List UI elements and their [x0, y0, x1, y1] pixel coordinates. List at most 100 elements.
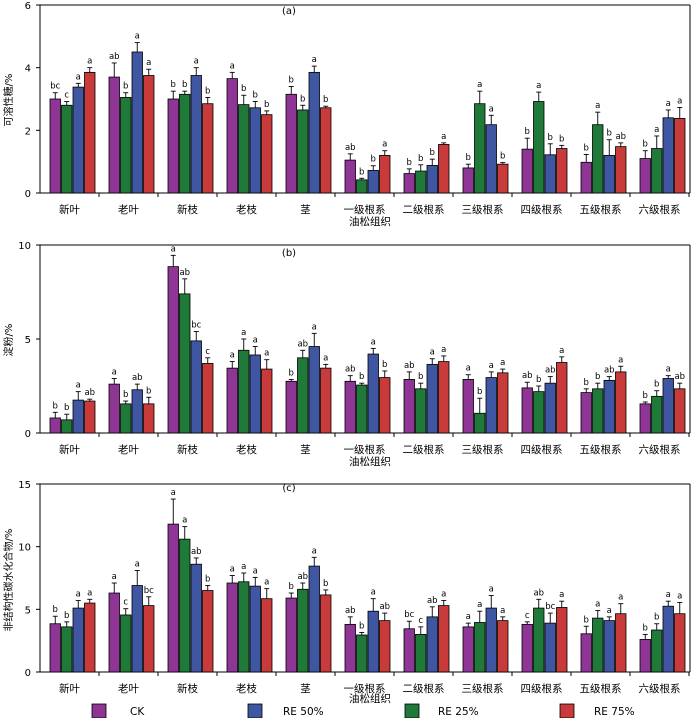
bar [521, 623, 533, 673]
bar [379, 377, 391, 434]
x-tick-label: 老枝 [236, 443, 257, 456]
bar [474, 103, 486, 194]
significance-label: ab [427, 596, 438, 606]
significance-label: a [146, 58, 151, 68]
significance-label: a [135, 559, 140, 569]
bar [72, 607, 84, 673]
significance-label: b [146, 386, 151, 396]
x-axis-label: 油松组织 [349, 215, 391, 228]
bar [603, 154, 615, 194]
x-tick-label: 二级根系 [403, 443, 445, 456]
significance-label: a [500, 358, 505, 368]
bar [662, 117, 674, 194]
bar [261, 598, 273, 673]
significance-label: b [584, 378, 589, 388]
significance-label: b [407, 158, 412, 168]
bar [556, 607, 568, 673]
bar [308, 565, 320, 673]
significance-label: a [135, 32, 140, 42]
y-tick-label: 4 [25, 64, 31, 75]
bar [190, 340, 202, 434]
significance-label: b [264, 100, 269, 110]
bar [61, 419, 73, 434]
bar [497, 620, 509, 673]
bar [167, 266, 179, 434]
significance-label: ab [297, 339, 308, 349]
x-axis-label: 油松组织 [349, 455, 391, 468]
bar [615, 371, 627, 434]
significance-label: b [359, 167, 364, 177]
bar [674, 388, 686, 434]
significance-label: ab [379, 602, 390, 612]
bar [49, 623, 61, 673]
bar [379, 620, 391, 673]
bar [61, 626, 73, 673]
bar [485, 377, 497, 434]
significance-label: b [382, 360, 387, 370]
bar [497, 163, 509, 194]
significance-label: a [441, 345, 446, 355]
bar [379, 154, 391, 194]
significance-label: b [205, 86, 210, 96]
significance-label: bc [144, 586, 154, 596]
significance-label: b [536, 375, 541, 385]
legend-label: RE 25% [438, 706, 479, 718]
significance-label: b [643, 623, 648, 633]
significance-label: b [418, 154, 423, 164]
bar [639, 639, 651, 673]
significance-label: ab [522, 371, 533, 381]
bar [533, 101, 545, 194]
significance-label: a [666, 365, 671, 375]
significance-label: a [666, 590, 671, 600]
panel-label: (c) [282, 483, 295, 494]
significance-label: b [430, 148, 435, 158]
bar [485, 124, 497, 194]
significance-label: c [205, 347, 210, 357]
bar [403, 379, 415, 434]
x-tick-label: 新叶 [59, 682, 80, 695]
significance-label: ab [345, 606, 356, 616]
x-tick-label: 新枝 [177, 443, 198, 456]
significance-label: b [500, 152, 505, 162]
significance-label: ab [179, 268, 190, 278]
bar [226, 367, 238, 434]
x-tick-label: 六级根系 [639, 443, 681, 456]
significance-label: a [666, 99, 671, 109]
significance-label: a [230, 564, 235, 574]
significance-label: bc [545, 602, 555, 612]
significance-label: a [677, 96, 682, 106]
bar [285, 93, 297, 194]
bar [415, 634, 427, 673]
significance-label: a [312, 322, 317, 332]
x-tick-label: 三级根系 [462, 443, 504, 456]
significance-label: b [300, 94, 305, 104]
bar [533, 391, 545, 434]
significance-label: b [477, 387, 482, 397]
significance-label: a [171, 244, 176, 254]
significance-label: b [205, 575, 210, 585]
x-tick-label: 老叶 [118, 203, 139, 216]
bar [108, 383, 120, 434]
bar [108, 592, 120, 673]
significance-label: b [584, 143, 589, 153]
bar [533, 607, 545, 673]
significance-label: a [312, 55, 317, 65]
significance-label: b [559, 134, 564, 144]
significance-label: b [253, 91, 258, 101]
significance-label: a [477, 600, 482, 610]
bar [356, 179, 368, 194]
significance-label: ab [615, 132, 626, 142]
bar [190, 75, 202, 194]
bar [367, 353, 379, 434]
bar [238, 581, 250, 673]
bar [580, 633, 592, 673]
significance-label: a [230, 351, 235, 361]
legend-swatch [91, 703, 107, 719]
bar [426, 616, 438, 673]
significance-label: a [654, 125, 659, 135]
bar [367, 170, 379, 194]
bar [179, 538, 191, 673]
bar [426, 165, 438, 194]
